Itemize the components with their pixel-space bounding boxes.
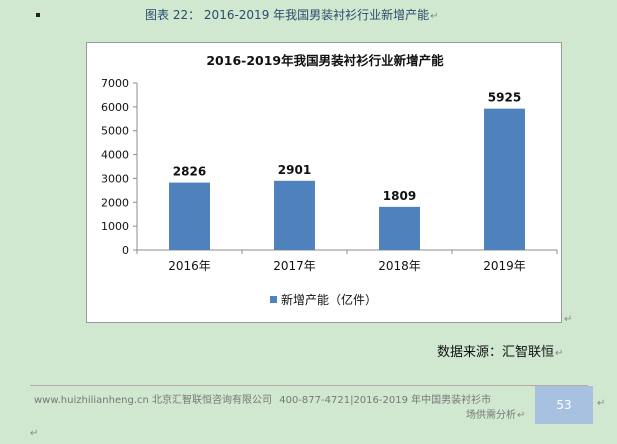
- bar: [379, 206, 420, 250]
- y-tick-label: 5000: [101, 125, 129, 138]
- data-label: 1809: [383, 189, 416, 203]
- bar-chart: 2016-2019年我国男装衬衫行业新增产能 0 1000 2000 3000 4000…: [101, 53, 558, 307]
- y-tick-label: 4000: [101, 149, 129, 162]
- y-tick-label: 7000: [101, 77, 129, 90]
- page-number-box: 53: [535, 386, 593, 424]
- paragraph-mark-icon: ↵: [597, 398, 606, 409]
- chart-title: 2016-2019年我国男装衬衫行业新增产能: [206, 53, 444, 68]
- paragraph-mark-icon: ↵: [564, 314, 573, 325]
- chart-container: 2016-2019年我国男装衬衫行业新增产能 0 1000 2000 3000 4000…: [86, 42, 562, 323]
- legend-swatch: [270, 296, 277, 303]
- page-number: 53: [556, 398, 572, 412]
- footer-company: 北京汇智联恒咨询有限公司: [152, 395, 273, 406]
- figure-caption: 图表 22： 2016-2019 年我国男装衬衫行业新增产能↵: [145, 6, 505, 23]
- caption-label: 图表 22：: [145, 8, 201, 22]
- footer-report: 2016-2019 年中国男装衬衫市: [353, 395, 492, 406]
- x-tick-label: 2016年: [168, 259, 211, 273]
- data-source: 数据来源：汇智联恒↵: [437, 341, 563, 360]
- paragraph-mark-icon: ↵: [430, 11, 439, 22]
- data-label: 5925: [488, 91, 521, 105]
- data-label: 2826: [173, 165, 206, 179]
- paragraph-mark-icon: ↵: [30, 428, 39, 439]
- y-tick-label: 0: [122, 244, 129, 257]
- data-label: 2901: [278, 163, 311, 177]
- footer-info: www.huizhilianheng.cn 北京汇智联恒咨询有限公司 400-8…: [34, 391, 491, 406]
- legend-label: 新增产能（亿件）: [281, 292, 377, 307]
- bar: [169, 182, 210, 250]
- caption-title: 2016-2019 年我国男装衬衫行业新增产能: [203, 8, 430, 22]
- footer-site: www.huizhilianheng.cn: [34, 395, 149, 406]
- y-tick-label: 6000: [101, 101, 129, 114]
- paragraph-mark-icon: ↵: [555, 348, 564, 359]
- y-tick-label: 1000: [101, 220, 129, 233]
- paragraph-mark-icon: ↵: [517, 410, 526, 421]
- footer-info-cont: 场供需分析↵: [466, 406, 525, 421]
- source-text: 数据来源：汇智联恒: [437, 345, 555, 360]
- x-tick-label: 2017年: [273, 259, 316, 273]
- y-tick-label: 2000: [101, 196, 129, 209]
- x-tick-label: 2018年: [378, 259, 421, 273]
- list-bullet: [36, 13, 40, 17]
- bar: [484, 108, 525, 251]
- legend: 新增产能（亿件）: [270, 292, 377, 307]
- footer-phone: 400-877-4721: [279, 395, 351, 406]
- footer-report-cont: 场供需分析: [466, 410, 516, 421]
- footer-divider: [30, 385, 588, 386]
- y-tick-label: 3000: [101, 172, 129, 185]
- bar: [274, 180, 315, 250]
- footer-separator: |: [350, 395, 354, 406]
- x-tick-label: 2019年: [483, 259, 526, 273]
